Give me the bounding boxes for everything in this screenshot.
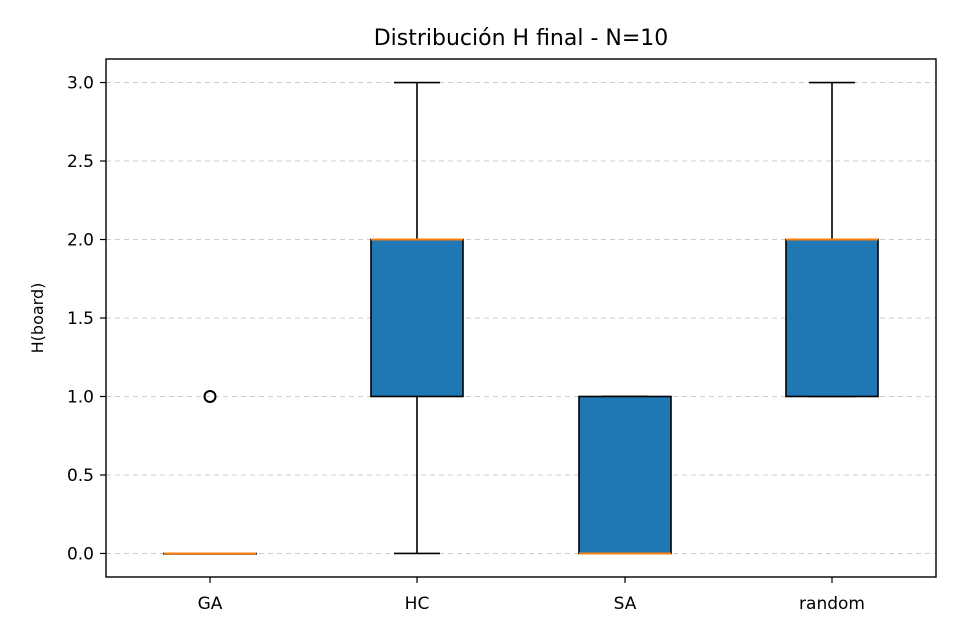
y-tick-label: 1.5 [67, 309, 94, 329]
grid-lines [106, 82, 936, 554]
iqr-box [578, 395, 672, 555]
outlier-point [203, 389, 217, 403]
y-axis-label: H(board) [28, 283, 47, 354]
x-tick-label: SA [614, 594, 637, 614]
y-tick-label: 1.0 [67, 387, 94, 407]
y-tick-label: 0.0 [67, 544, 94, 564]
iqr-box [370, 238, 464, 398]
y-tick-label: 0.5 [67, 466, 94, 486]
box-ga [163, 389, 257, 555]
x-tick-label: GA [198, 594, 223, 614]
boxes [163, 81, 879, 555]
y-tick-label: 2.5 [67, 152, 94, 172]
x-tick-label: HC [405, 594, 430, 614]
box-random [785, 81, 879, 398]
y-axis-ticks: 0.0 0.5 1.0 1.5 2.0 2.5 3.0 [67, 74, 106, 564]
y-tick-label: 2.0 [67, 231, 94, 251]
y-tick-label: 3.0 [67, 74, 94, 94]
iqr-box [785, 238, 879, 398]
x-axis-ticks: GA HC SA random [198, 577, 865, 614]
box-sa [578, 395, 672, 555]
x-tick-label: random [799, 594, 865, 614]
box-hc [370, 81, 464, 555]
chart-title: Distribución H final - N=10 [374, 26, 669, 51]
